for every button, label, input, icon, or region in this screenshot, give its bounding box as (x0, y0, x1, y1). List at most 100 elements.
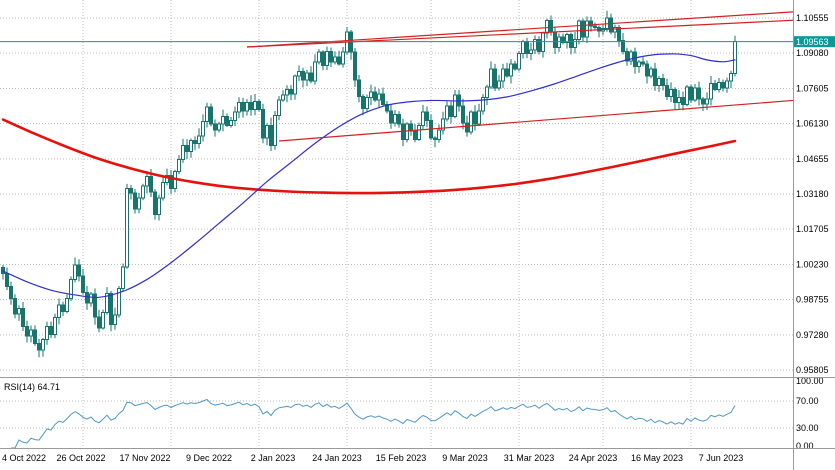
candle-bull (113, 314, 117, 325)
candle-bull (481, 97, 485, 112)
channel-lower[interactable] (278, 97, 835, 142)
candle-bear (665, 85, 669, 98)
candle-bull (317, 51, 321, 63)
candle-bull (45, 326, 49, 341)
grid (0, 0, 793, 448)
candle-bear (13, 298, 17, 315)
candle-bear (37, 342, 41, 351)
candle-bear (625, 50, 629, 62)
candle-bear (25, 326, 29, 337)
candle-bull (105, 292, 109, 313)
candle-bear (525, 41, 529, 55)
price-tick-label: 1.06130 (796, 119, 829, 129)
rsi-indicator-label: RSI(14) 64.71 (4, 382, 60, 392)
time-tick-label: 17 Nov 2022 (119, 453, 170, 463)
channel-upper-inner[interactable] (246, 19, 803, 48)
candle-bear (413, 130, 417, 141)
rsi-tick-label: 30.00 (796, 423, 819, 433)
channel-upper[interactable] (246, 11, 803, 48)
candle-bear (397, 113, 401, 125)
candle-bull (89, 293, 93, 304)
candle-bull (41, 339, 45, 351)
price-tick-label: 1.01705 (796, 224, 829, 234)
candle-bear (561, 36, 565, 44)
candle-bull (333, 56, 337, 63)
rsi-tick-label: 100.00 (796, 376, 824, 386)
candle-bear (241, 101, 245, 112)
candle-bear (169, 174, 173, 189)
candle-bear (373, 91, 377, 101)
candle-bull (405, 123, 409, 141)
time-tick-label: 24 Jan 2023 (312, 453, 362, 463)
current-price-badge (793, 36, 835, 48)
candle-bear (449, 105, 453, 118)
time-axis[interactable]: 4 Oct 2022 26 Oct 2022 17 Nov 2022 9 Dec 20… (2, 453, 743, 463)
candle-bear (381, 93, 385, 106)
candle-bull (393, 113, 397, 124)
trendlines[interactable] (246, 11, 835, 142)
candle-bear (309, 72, 313, 82)
candle-bull (281, 94, 285, 101)
candle-bear (225, 116, 229, 126)
candle-bull (649, 68, 653, 77)
candle-bull (717, 81, 721, 90)
candle-bull (325, 50, 329, 67)
candle-bull (177, 159, 181, 173)
candle-bull (69, 278, 73, 300)
candle-bull (613, 26, 617, 33)
candle-bull (229, 119, 233, 126)
candle-bull (161, 182, 165, 199)
candle-bull (685, 86, 689, 106)
candle-bull (205, 106, 209, 122)
candle-bull (273, 115, 277, 146)
candle-bear (617, 26, 621, 41)
rsi-pane[interactable]: 100.00 70.00 30.00 0.00 RSI(14) 64.71 (0, 376, 824, 451)
time-tick-label: 26 Oct 2022 (56, 453, 105, 463)
candle-bear (713, 82, 717, 90)
candle-bear (505, 68, 509, 77)
candle-bull (501, 68, 505, 82)
candle-bull (417, 124, 421, 141)
candle-bear (353, 51, 357, 81)
candle-bear (653, 68, 657, 87)
candle-bear (153, 191, 157, 216)
candle-bear (9, 286, 13, 300)
ma-slow-red (1, 118, 737, 195)
candle-bull (145, 175, 149, 187)
time-tick-label: 9 Mar 2023 (442, 453, 488, 463)
time-tick-label: 4 Oct 2022 (2, 453, 46, 463)
price-axis[interactable]: 1.10555 1.09080 1.07605 1.06130 1.04655 1.031… (793, 13, 835, 375)
candle-bull (509, 63, 513, 77)
candle-bear (257, 100, 261, 111)
candle-bull (233, 111, 237, 121)
candle-bull (305, 72, 309, 81)
candle-bull (637, 61, 641, 68)
candle-bear (549, 19, 553, 33)
candle-bull (605, 17, 609, 29)
candle-bull (453, 94, 457, 118)
candle-bull (629, 51, 633, 62)
ma-fast-blue (2, 53, 736, 299)
candle-bull (341, 51, 345, 65)
candlesticks (1, 10, 737, 358)
candle-bear (337, 56, 341, 65)
candle-bear (129, 188, 133, 194)
time-tick-label: 2 Jan 2023 (251, 453, 296, 463)
candle-bear (321, 51, 325, 67)
candle-bull (573, 38, 577, 48)
candle-bear (249, 101, 253, 111)
candle-bull (693, 87, 697, 101)
candle-bear (361, 96, 365, 110)
candle-bull (565, 34, 569, 44)
candle-bull (217, 123, 221, 131)
candle-bull (277, 99, 281, 117)
time-tick-label: 24 Apr 2023 (569, 453, 618, 463)
candle-bull (313, 61, 317, 82)
candle-bull (17, 308, 21, 315)
candle-bear (49, 326, 53, 335)
candle-bear (493, 68, 497, 89)
candle-bull (545, 19, 549, 34)
